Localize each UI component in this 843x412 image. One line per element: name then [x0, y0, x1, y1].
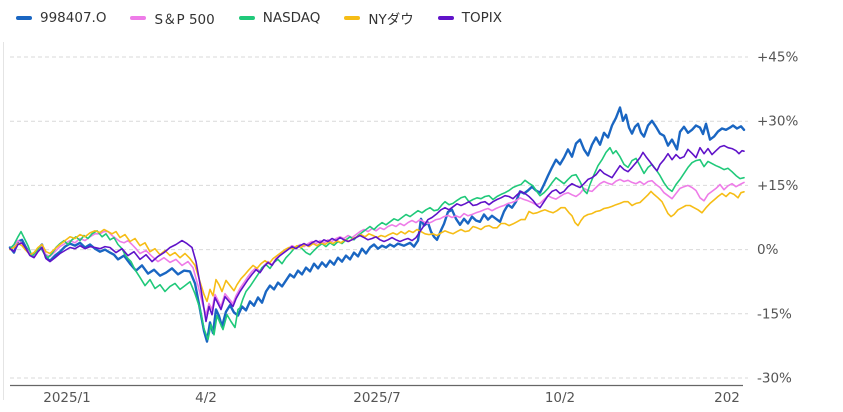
- y-axis-label-15: +15%: [757, 178, 798, 194]
- y-axis-label--30: -30%: [757, 371, 792, 387]
- x-axis-label-1: 4/2: [195, 390, 217, 406]
- legend-label-998407-o: 998407.O: [40, 10, 107, 26]
- y-axis-label--15: -15%: [757, 306, 792, 322]
- series-line-nydow: [9, 190, 745, 303]
- legend-item-sp500[interactable]: S＆P 500: [130, 8, 215, 28]
- legend-swatch-sp500: [130, 16, 147, 20]
- legend-swatch-998407-o: [16, 16, 32, 20]
- y-axis-label-45: +45%: [757, 50, 798, 66]
- legend-item-nydow[interactable]: NYダウ: [344, 8, 414, 28]
- series-line-sp500: [9, 178, 745, 316]
- x-axis-label-2: 2025/7: [353, 390, 401, 406]
- legend-swatch-nydow: [344, 16, 361, 20]
- x-axis-label-3: 10/2: [545, 390, 575, 406]
- legend-swatch-topix: [437, 16, 454, 20]
- legend-label-topix: TOPIX: [461, 10, 503, 26]
- x-axis-label-0: 2025/1: [43, 390, 91, 406]
- legend-item-nasdaq[interactable]: NASDAQ: [238, 10, 321, 26]
- series-line-topix: [9, 144, 745, 323]
- legend-label-sp500: S＆P 500: [154, 12, 215, 28]
- series-line-nasdaq: [9, 146, 745, 341]
- y-axis-label-0: 0%: [757, 242, 779, 258]
- legend-label-nydow: NYダウ: [368, 12, 414, 28]
- legend-item-998407-o[interactable]: 998407.O: [16, 10, 106, 26]
- chart-legend: 998407.O S＆P 500 NASDAQ NYダウ TOPIX: [16, 8, 502, 28]
- legend-swatch-nasdaq: [238, 16, 255, 20]
- x-axis-label-4: 202: [714, 390, 740, 406]
- legend-label-nasdaq: NASDAQ: [262, 10, 321, 26]
- legend-item-topix[interactable]: TOPIX: [437, 10, 503, 26]
- y-axis-label-30: +30%: [757, 114, 798, 130]
- series-line-998407-o: [8, 106, 746, 343]
